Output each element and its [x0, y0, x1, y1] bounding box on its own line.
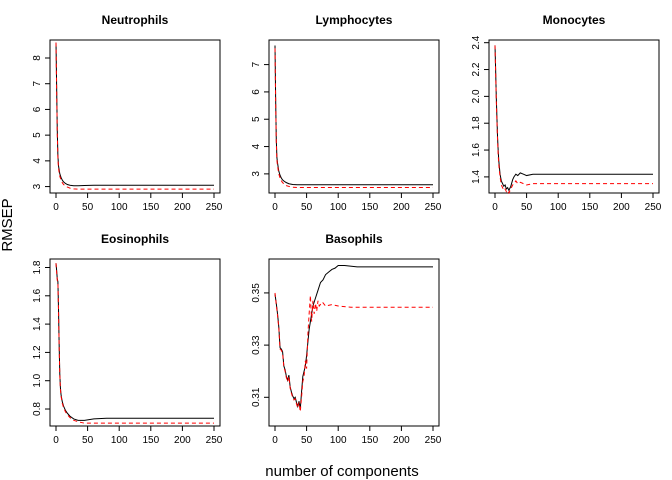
y-tick-label: 6 [32, 106, 43, 112]
y-tick-label: 1.6 [32, 288, 43, 302]
y-tick-label: 5 [32, 132, 43, 138]
x-tick-label: 100 [330, 202, 347, 213]
cv-series-line [55, 42, 214, 187]
x-tick-label: 250 [206, 202, 223, 213]
x-axis-title: number of components [265, 463, 418, 480]
y-tick-label: 1.2 [32, 345, 43, 359]
x-tick-label: 100 [550, 202, 567, 213]
plot-frame [49, 258, 221, 427]
y-tick-label: 1.0 [32, 373, 43, 387]
panel-monocytes: Monocytes 0 50 100 150 200 250 1.4 1.6 1.8 2.0 2.2 2… [471, 13, 662, 213]
y-tick-label: 0.8 [32, 402, 43, 416]
x-tick-label: 0 [272, 435, 278, 446]
x-tick-label: 50 [301, 435, 313, 446]
panel-title: Eosinophils [101, 232, 169, 246]
y-tick-label: 4 [251, 143, 262, 149]
y-tick-label: 2.4 [471, 35, 482, 49]
y-tick-label: 1.8 [32, 260, 43, 274]
panel-title: Monocytes [543, 13, 606, 27]
panel-eosinophils: Eosinophils 0 50 100 150 200 250 0.8 1.0 1.2 1.4 1.… [32, 232, 223, 446]
y-tick-label: 2.2 [471, 62, 482, 76]
y-axis-title: RMSEP [0, 198, 16, 251]
panel-title: Neutrophils [102, 13, 169, 27]
x-tick-label: 200 [393, 435, 410, 446]
y-tick-label: 3 [32, 183, 43, 189]
x-tick-label: 0 [272, 202, 278, 213]
y-tick-label: 1.8 [471, 116, 482, 130]
x-tick-label: 100 [111, 202, 128, 213]
panel-title: Lymphocytes [316, 13, 393, 27]
adjcv-series-line [55, 263, 214, 424]
cv-series-line [274, 265, 433, 410]
x-tick-label: 200 [393, 202, 410, 213]
x-tick-label: 100 [111, 435, 128, 446]
y-tick-label: 0.31 [251, 387, 262, 407]
y-tick-label: 4 [32, 158, 43, 164]
plot-frame [268, 39, 440, 194]
panel-lymphocytes: Lymphocytes 0 50 100 150 200 250 3 4 5 6 7 [251, 13, 442, 213]
x-tick-label: 100 [330, 435, 347, 446]
x-tick-label: 200 [613, 202, 630, 213]
x-tick-label: 150 [142, 202, 159, 213]
x-tick-label: 0 [492, 202, 498, 213]
x-tick-label: 50 [82, 435, 94, 446]
plot-frame [488, 39, 660, 194]
adjcv-series-line [494, 45, 653, 195]
y-tick-label: 3 [251, 171, 262, 177]
x-tick-label: 0 [53, 435, 59, 446]
x-tick-label: 50 [82, 202, 94, 213]
plot-frame [268, 258, 440, 427]
x-tick-label: 250 [645, 202, 662, 213]
y-tick-label: 7 [251, 61, 262, 67]
y-tick-label: 0.35 [251, 283, 262, 303]
adjcv-series-line [274, 48, 433, 189]
y-tick-label: 0.33 [251, 335, 262, 355]
x-tick-label: 150 [581, 202, 598, 213]
x-tick-label: 250 [206, 435, 223, 446]
panel-basophils: Basophils 0 50 100 150 200 250 0.31 0.33 0.35 [251, 232, 442, 446]
x-tick-label: 0 [53, 202, 59, 213]
x-tick-label: 50 [301, 202, 313, 213]
y-tick-label: 6 [251, 89, 262, 95]
x-tick-label: 250 [425, 202, 442, 213]
y-tick-label: 1.4 [471, 170, 482, 184]
x-tick-label: 50 [521, 202, 533, 213]
x-tick-label: 200 [174, 435, 191, 446]
x-tick-label: 250 [425, 435, 442, 446]
x-tick-label: 200 [174, 202, 191, 213]
y-tick-label: 2.0 [471, 89, 482, 103]
cv-series-line [55, 263, 214, 421]
adjcv-series-line [274, 292, 433, 412]
x-tick-label: 150 [361, 435, 378, 446]
panel-title: Basophils [325, 232, 383, 246]
plot-frame [49, 39, 221, 194]
y-tick-label: 8 [32, 55, 43, 61]
y-tick-label: 5 [251, 116, 262, 122]
cv-series-line [274, 45, 433, 186]
x-tick-label: 150 [361, 202, 378, 213]
x-tick-label: 150 [142, 435, 159, 446]
y-tick-label: 1.4 [32, 317, 43, 331]
adjcv-series-line [55, 42, 214, 190]
panel-neutrophils: Neutrophils 0 50 100 150 200 250 3 4 5 6 7 8 [32, 13, 223, 213]
y-tick-label: 1.6 [471, 143, 482, 157]
y-tick-label: 7 [32, 80, 43, 86]
cv-series-line [494, 45, 653, 192]
